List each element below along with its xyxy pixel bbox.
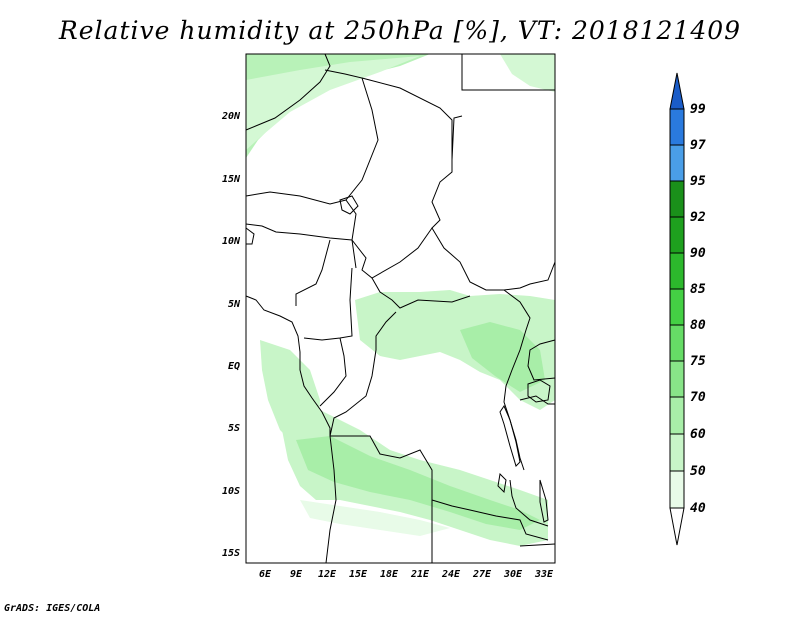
lat-label-10s: 10S — [222, 486, 240, 497]
coastline — [245, 295, 331, 436]
colorbar-segment-92-95 — [669, 180, 685, 218]
colorbar-label-80: 80 — [690, 318, 706, 333]
lon-label-18e: 18E — [380, 569, 399, 580]
rh-region-nw-light — [246, 56, 420, 150]
longitude-labels: 6E 9E 12E 15E 18E 21E 24E 27E 30E 33E — [259, 569, 554, 580]
lake-malawi — [539, 479, 549, 523]
colorbar-label-75: 75 — [690, 354, 706, 369]
lat-label-10n: 10N — [222, 236, 241, 247]
lon-label-27e: 27E — [472, 569, 492, 580]
colorbar-label-99: 99 — [690, 102, 706, 117]
lake-tanganyika — [499, 404, 521, 467]
lat-label-15n: 15N — [222, 174, 241, 185]
colorbar-label-85: 85 — [690, 282, 706, 297]
lon-label-12e: 12E — [318, 569, 337, 580]
colorbar-segment-97-99 — [669, 108, 685, 146]
latitude-labels: 20N 15N 10N 5N EQ 5S 10S 15S — [221, 111, 241, 559]
colorbar-segment-85-90 — [669, 252, 685, 290]
lon-label-24e: 24E — [441, 569, 461, 580]
lon-label-33e: 33E — [534, 569, 554, 580]
colorbar-label-60: 60 — [690, 427, 706, 442]
colorbar-segment-40-50 — [669, 470, 685, 509]
lat-label-5s: 5S — [228, 423, 240, 434]
rh-region-central-dark — [460, 322, 545, 392]
rh-region-south-light — [300, 500, 450, 536]
lon-label-6e: 6E — [259, 569, 272, 580]
colorbar-segment-70-75 — [669, 360, 685, 398]
lat-label-eq: EQ — [228, 361, 240, 372]
lake-volta — [245, 227, 255, 245]
colorbar-label-90: 90 — [690, 246, 706, 261]
colorbar-label-40: 40 — [690, 501, 706, 516]
colorbar-segment-50-60 — [669, 433, 685, 472]
lat-label-15s: 15S — [222, 548, 240, 559]
grads-credit: GrADS: IGES/COLA — [4, 603, 101, 614]
lon-label-15e: 15E — [349, 569, 368, 580]
colorbar-top-arrow — [669, 72, 685, 110]
colorbar-segment-80-85 — [669, 288, 685, 326]
colorbar-segment-75-80 — [669, 324, 685, 362]
map-title: Relative humidity at 250hPa [%], VT: 201… — [58, 16, 742, 45]
colorbar: 99 97 95 92 90 85 80 75 70 60 50 40 — [669, 72, 706, 546]
lake-mweru — [497, 472, 507, 494]
colorbar-bottom-arrow — [669, 507, 685, 546]
lake-chad — [339, 195, 359, 215]
colorbar-segment-60-70 — [669, 396, 685, 435]
lakes — [245, 195, 551, 523]
colorbar-label-95: 95 — [690, 174, 706, 189]
rh-region-sw-dark — [296, 436, 540, 530]
humidity-shading — [246, 54, 555, 546]
map-frame — [245, 53, 556, 564]
colorbar-segment-90-92 — [669, 216, 685, 254]
lon-label-9e: 9E — [290, 569, 303, 580]
lake-victoria — [527, 379, 551, 403]
colorbar-label-92: 92 — [690, 210, 706, 225]
colorbar-label-70: 70 — [690, 390, 706, 405]
colorbar-label-97: 97 — [690, 138, 706, 153]
lon-label-30e: 30E — [503, 569, 523, 580]
country-borders — [245, 53, 556, 564]
lat-label-20n: 20N — [221, 111, 241, 122]
colorbar-label-50: 50 — [690, 464, 706, 479]
lat-label-5n: 5N — [228, 299, 241, 310]
rh-region-ne-corner — [500, 54, 555, 92]
colorbar-segment-95-97 — [669, 144, 685, 182]
lon-label-21e: 21E — [410, 569, 430, 580]
